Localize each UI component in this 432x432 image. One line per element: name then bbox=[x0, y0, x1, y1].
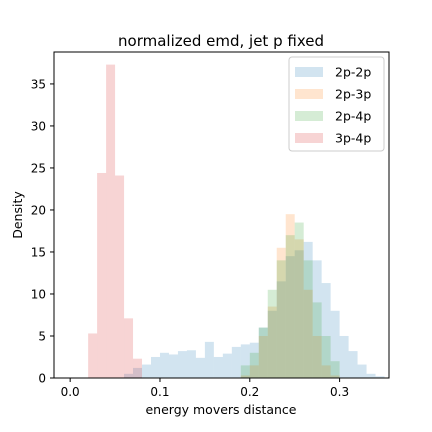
histogram-bar-2p-2p bbox=[222, 353, 232, 378]
legend-label-2p-3p: 2p-3p bbox=[335, 87, 371, 102]
x-tick-label: 0.3 bbox=[330, 385, 349, 399]
histogram-bar-2p-3p bbox=[267, 306, 277, 378]
histogram-bar-3p-4p bbox=[88, 333, 98, 378]
histogram-bar-2p-4p bbox=[267, 289, 277, 378]
histogram-bar-2p-2p bbox=[186, 350, 196, 378]
histogram-bar-3p-4p bbox=[115, 175, 125, 378]
histogram-bar-2p-4p bbox=[276, 260, 286, 378]
histogram-bar-2p-4p bbox=[330, 361, 340, 378]
histogram-bar-2p-3p bbox=[303, 289, 313, 378]
histogram-bar-2p-3p bbox=[276, 247, 286, 378]
histogram-bar-2p-4p bbox=[312, 302, 322, 378]
y-axis-label: Density bbox=[10, 191, 25, 239]
histogram-bar-2p-3p bbox=[240, 375, 250, 378]
y-tick-label: 35 bbox=[31, 77, 46, 91]
y-axis-ticks: 0 5 10 15 20 25 30 35 bbox=[31, 77, 54, 386]
y-tick-label: 30 bbox=[31, 119, 46, 133]
histogram-bar-2p-2p bbox=[133, 367, 143, 378]
histogram-bar-2p-2p bbox=[294, 250, 304, 378]
histogram-bar-3p-4p bbox=[124, 318, 134, 378]
histogram-bar-2p-2p bbox=[124, 373, 134, 378]
y-tick-label: 5 bbox=[38, 329, 46, 343]
y-tick-label: 25 bbox=[31, 161, 46, 175]
histogram-bar-2p-2p bbox=[159, 352, 169, 378]
plot-frame bbox=[53, 51, 390, 379]
histogram-bar-3p-4p bbox=[133, 358, 143, 378]
histogram-bar-2p-4p bbox=[321, 335, 331, 378]
x-tick-label: 0.1 bbox=[150, 385, 169, 399]
x-axis-label: energy movers distance bbox=[145, 402, 296, 417]
histogram-bar-2p-2p bbox=[231, 346, 241, 378]
histogram-bar-2p-2p bbox=[285, 256, 295, 378]
histogram-bar-2p-2p bbox=[151, 356, 160, 378]
histogram-bar-2p-2p bbox=[321, 283, 331, 378]
histogram-bar-2p-2p bbox=[303, 241, 313, 378]
histogram-bar-2p-4p bbox=[258, 327, 268, 378]
histogram-bar-2p-2p bbox=[348, 351, 358, 378]
legend-box bbox=[288, 56, 385, 152]
y-tick-label: 20 bbox=[31, 203, 46, 217]
legend-label-2p-2p: 2p-2p bbox=[335, 65, 371, 80]
histogram-bar-2p-3p bbox=[249, 365, 259, 378]
histogram-bar-2p-2p bbox=[195, 357, 205, 378]
histogram-bar-2p-2p bbox=[375, 376, 385, 378]
legend: 2p-2p 2p-3p 2p-4p 3p-4p bbox=[288, 56, 385, 152]
x-tick-label: 0.0 bbox=[61, 385, 80, 399]
histogram-bar-2p-2p bbox=[258, 327, 268, 378]
x-tick-label: 0.2 bbox=[240, 385, 259, 399]
histogram-bar-2p-2p bbox=[276, 281, 286, 378]
legend-swatch-2p-3p bbox=[295, 89, 323, 99]
legend-swatch-2p-4p bbox=[295, 111, 323, 121]
histogram-bar-2p-4p bbox=[303, 260, 313, 378]
histogram-bar-2p-3p bbox=[321, 365, 331, 378]
legend-label-3p-4p: 3p-4p bbox=[335, 131, 371, 146]
histogram-bar-2p-2p bbox=[142, 364, 151, 378]
histogram-bar-2p-2p bbox=[177, 351, 187, 378]
x-axis-ticks: 0.0 0.1 0.2 0.3 bbox=[61, 378, 349, 399]
y-tick-label: 15 bbox=[31, 245, 46, 259]
y-tick-label: 0 bbox=[38, 372, 46, 386]
histogram-bar-2p-2p bbox=[267, 310, 277, 378]
legend-label-2p-4p: 2p-4p bbox=[335, 109, 371, 124]
histogram-bar-2p-2p bbox=[330, 310, 340, 378]
histogram-bar-2p-4p bbox=[240, 365, 250, 378]
histogram-bar-2p-4p bbox=[285, 235, 295, 378]
chart-title: normalized emd, jet p fixed bbox=[118, 32, 324, 50]
histogram-bar-3p-4p bbox=[97, 172, 107, 378]
histogram-bar-2p-2p bbox=[204, 341, 214, 378]
histogram-bar-2p-4p bbox=[294, 222, 304, 378]
histogram-bar-2p-3p bbox=[285, 214, 295, 378]
histogram-bar-2p-2p bbox=[249, 342, 259, 378]
histogram-bar-2p-2p bbox=[168, 354, 178, 378]
histogram-bar-2p-2p bbox=[366, 373, 376, 378]
histogram-bar-2p-2p bbox=[339, 335, 349, 378]
histogram-bar-3p-4p bbox=[106, 64, 116, 378]
legend-swatch-2p-2p bbox=[295, 67, 323, 77]
histogram-bars bbox=[88, 64, 385, 378]
legend-swatch-3p-4p bbox=[295, 133, 323, 143]
histogram-bar-2p-2p bbox=[357, 364, 367, 378]
histogram-bar-2p-4p bbox=[249, 352, 259, 378]
histogram-bar-2p-2p bbox=[213, 356, 223, 378]
histogram-bar-2p-3p bbox=[258, 335, 268, 378]
y-tick-label: 10 bbox=[31, 287, 46, 301]
histogram-bar-2p-3p bbox=[294, 239, 304, 378]
histogram-bar-2p-3p bbox=[330, 375, 340, 378]
histogram-bar-2p-2p bbox=[312, 260, 322, 378]
histogram-bar-2p-3p bbox=[312, 335, 322, 378]
histogram-bar-2p-2p bbox=[240, 344, 250, 378]
